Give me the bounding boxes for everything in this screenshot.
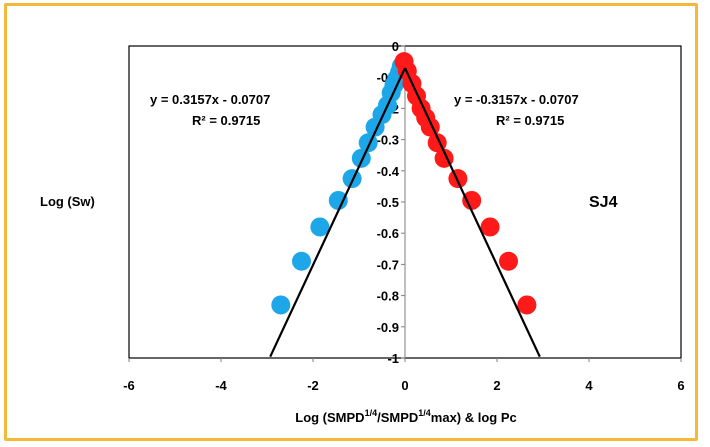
y-tick-label: -0.4 xyxy=(377,164,400,179)
x-tick-label: -6 xyxy=(123,378,135,393)
data-point xyxy=(328,190,348,210)
y-tick-label: -1 xyxy=(387,351,399,366)
data-point xyxy=(342,169,362,189)
y-tick-label: -0.3 xyxy=(377,133,399,148)
left-r2: R² = 0.9715 xyxy=(192,113,260,128)
data-point xyxy=(292,251,311,271)
data-point xyxy=(499,251,518,271)
left-equation: y = 0.3157x - 0.0707 xyxy=(150,92,270,107)
data-point xyxy=(448,169,468,189)
trendline xyxy=(269,67,406,358)
y-axis-title: Log (Sw) xyxy=(40,194,95,209)
data-point xyxy=(351,148,371,168)
y-tick-label: -0.6 xyxy=(377,226,399,241)
trendline xyxy=(404,67,541,358)
x-tick-label: 6 xyxy=(677,378,684,393)
data-point xyxy=(271,295,291,315)
x-axis-title: Log (SMPD1/4/SMPD1/4max) & log Pc xyxy=(295,408,517,425)
y-tick-label: -0.7 xyxy=(377,257,399,272)
y-tick-label: -0.9 xyxy=(377,320,399,335)
x-tick-label: 4 xyxy=(585,378,593,393)
right-equation: y = -0.3157x - 0.0707 xyxy=(454,92,579,107)
data-point xyxy=(310,217,330,237)
x-tick-label: 2 xyxy=(493,378,500,393)
y-tick-label: -0.8 xyxy=(377,289,399,304)
data-point xyxy=(480,217,500,237)
x-tick-label: -2 xyxy=(307,378,319,393)
data-point xyxy=(517,295,537,315)
x-tick-label: -4 xyxy=(215,378,227,393)
y-tick-label: 0 xyxy=(392,39,399,54)
data-point xyxy=(462,190,482,210)
sample-label: SJ4 xyxy=(589,194,618,211)
x-ticks: -6 -4 -2 0 2 4 6 xyxy=(123,358,685,393)
trendlines xyxy=(269,67,541,358)
x-tick-label: 0 xyxy=(401,378,408,393)
right-r2: R² = 0.9715 xyxy=(496,113,564,128)
y-tick-label: -0.5 xyxy=(377,195,399,210)
